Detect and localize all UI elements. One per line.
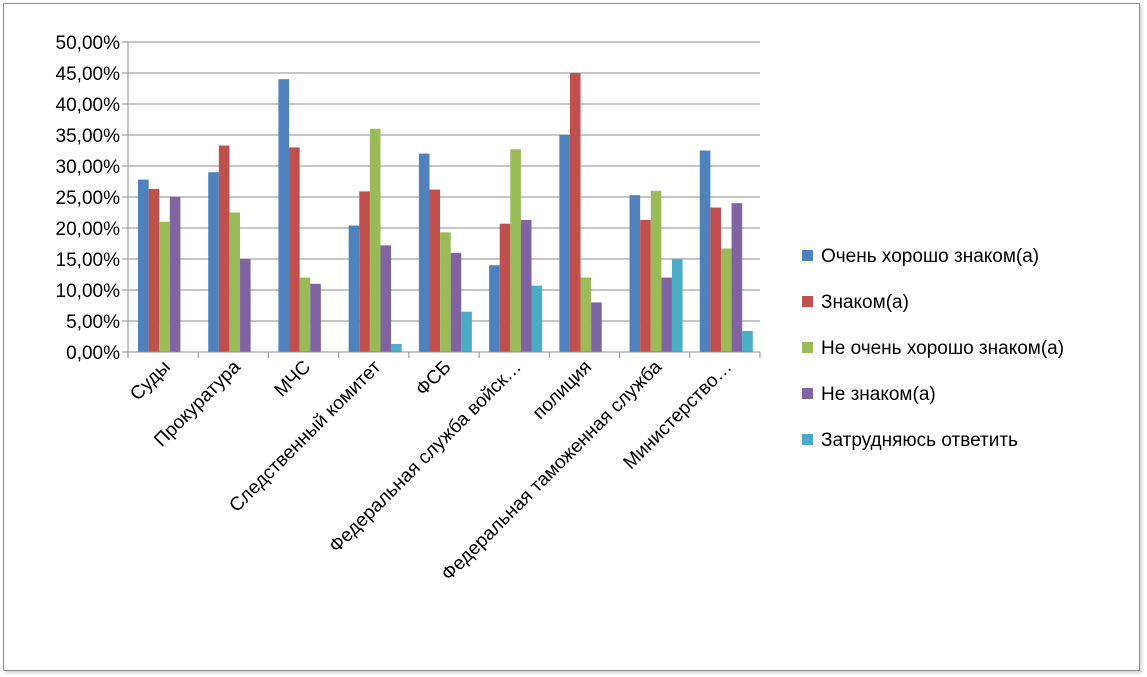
- y-tick-label: 45,00%: [56, 64, 121, 85]
- bar: [418, 153, 430, 352]
- bar: [661, 277, 672, 352]
- y-tick-label: 30,00%: [56, 157, 121, 178]
- category-label: ФСБ: [412, 357, 456, 401]
- bar: [450, 252, 462, 352]
- legend-swatch: [802, 388, 813, 399]
- bar: [531, 285, 543, 352]
- y-tick-label: 0,00%: [66, 343, 120, 364]
- y-tick-label: 15,00%: [56, 250, 121, 271]
- bar: [240, 259, 251, 352]
- bar: [720, 248, 732, 352]
- bar: [520, 219, 532, 352]
- bar: [742, 330, 753, 352]
- y-tick-label: 5,00%: [66, 312, 120, 333]
- legend-label: Не знаком(а): [821, 384, 936, 405]
- bar: [310, 283, 321, 352]
- legend-label: Не очень хорошо знаком(а): [821, 338, 1064, 359]
- bar: [391, 343, 402, 352]
- bar: [671, 259, 683, 352]
- y-tick-label: 20,00%: [56, 219, 121, 240]
- bar: [699, 150, 711, 352]
- bar: [489, 265, 500, 352]
- bar: [440, 232, 451, 352]
- bar: [650, 190, 662, 352]
- y-tick-label: 10,00%: [56, 281, 121, 302]
- bar: [640, 219, 651, 352]
- axes: [122, 41, 761, 358]
- bar: [278, 79, 290, 352]
- bar: [569, 73, 581, 352]
- legend-label: Очень хорошо знаком(а): [821, 246, 1039, 267]
- legend-label: Знаком(а): [821, 292, 909, 313]
- category-label: МЧС: [271, 357, 316, 402]
- bar: [229, 212, 241, 352]
- bars: [138, 73, 753, 352]
- y-tick-label: 35,00%: [56, 126, 121, 147]
- legend: Очень хорошо знаком(а) Знаком(а) Не очень …: [802, 246, 1064, 451]
- bar: [429, 189, 441, 352]
- bar: [299, 277, 311, 352]
- bar: [731, 203, 743, 352]
- bar: [218, 145, 230, 352]
- bar: [499, 223, 511, 352]
- y-tick-label: 25,00%: [56, 188, 121, 209]
- bar: [461, 311, 472, 352]
- bar: [138, 179, 149, 352]
- bar: [359, 191, 370, 352]
- bar: [169, 197, 181, 352]
- bar: [710, 207, 721, 352]
- y-tick-label: 40,00%: [56, 95, 121, 116]
- y-axis-ticks: 0,00% 5,00% 10,00% 15,00% 20,00% 25,00% 30,00%…: [56, 33, 121, 364]
- bar: [559, 135, 570, 352]
- y-tick-label: 50,00%: [56, 33, 121, 54]
- category-label: Суды: [126, 357, 174, 405]
- bar: [380, 245, 392, 352]
- bar: [159, 221, 170, 352]
- category-label: полиция: [529, 357, 596, 424]
- legend-swatch: [802, 434, 813, 445]
- bar: [591, 302, 602, 352]
- bar: [510, 149, 521, 352]
- bar: [208, 172, 219, 352]
- legend-swatch: [802, 296, 813, 307]
- bar: [289, 147, 300, 352]
- legend-label: Затрудняюсь ответить: [821, 430, 1018, 451]
- legend-swatch: [802, 342, 813, 353]
- bar: [580, 277, 592, 352]
- bar: [148, 188, 160, 352]
- bar: [629, 195, 641, 352]
- bar: [369, 128, 381, 352]
- bar: [348, 225, 360, 352]
- legend-swatch: [802, 250, 813, 261]
